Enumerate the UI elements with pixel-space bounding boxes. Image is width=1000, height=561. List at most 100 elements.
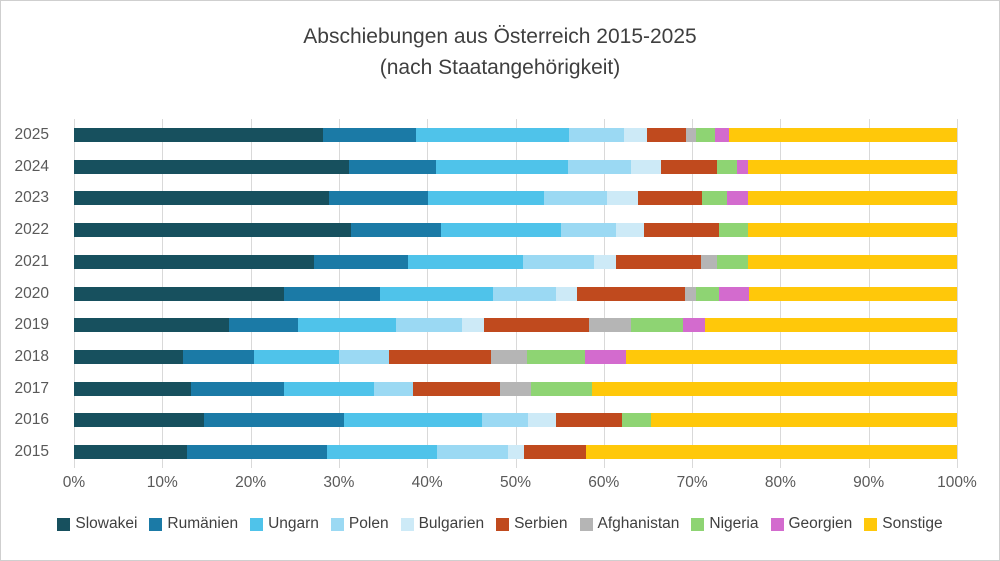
bar-segment-sonstige (705, 318, 957, 333)
bar-segment-sonstige (747, 254, 957, 269)
bar-segment-bulgarien (607, 191, 639, 206)
bar-segment-afghanistan (490, 350, 527, 364)
bar-track-2015 (74, 445, 957, 460)
bar-rows: 2025 2024 2023 2022 2021 2020 2019 2018 2017 2016… (1, 119, 957, 468)
bar-track-2016 (74, 413, 957, 428)
legend-item-afghanistan: Afghanistan (579, 515, 680, 533)
bar-segment-rumanien (284, 286, 380, 301)
bar-segment-serbien (413, 381, 500, 396)
bar-segment-rumanien (314, 254, 408, 269)
bar-segment-ungarn (436, 159, 568, 174)
legend-item-ungarn: Ungarn (250, 515, 319, 533)
bar-segment-afghanistan (499, 381, 532, 396)
bar-segment-georgien (683, 318, 706, 333)
bar-segment-nigeria (719, 223, 748, 238)
bar-segment-bulgarien (594, 254, 617, 269)
bar-segment-polen (567, 159, 632, 174)
legend-label-afghanistan: Afghanistan (597, 515, 680, 532)
bar-segment-georgien (715, 127, 730, 142)
y-axis-label-2018: 2018 (14, 348, 49, 365)
bar-segment-polen (493, 286, 557, 301)
legend-label-bulgarien: Bulgarien (418, 515, 485, 532)
y-axis-label-2021: 2021 (14, 252, 49, 270)
bar-segment-nigeria (701, 191, 728, 206)
bar-segment-nigeria (526, 350, 586, 364)
bar-segment-nigeria (696, 127, 715, 142)
bar-segment-serbien (643, 223, 720, 238)
bar-segment-ungarn (441, 223, 561, 238)
chart-title: Abschiebungen aus Österreich 2015-2025 (… (1, 21, 999, 83)
bar-segment-ungarn (407, 254, 524, 269)
legend-label-serbien: Serbien (514, 515, 568, 532)
bar-segment-serbien (577, 286, 685, 301)
bar-segment-serbien (524, 445, 587, 460)
legend-swatch-bulgarien (400, 517, 414, 531)
x-axis-tick-90pct: 90% (853, 474, 885, 491)
legend-item-polen: Polen (330, 515, 389, 533)
legend-item-georgien: Georgien (770, 515, 852, 533)
bar-segment-sonstige (747, 223, 957, 238)
bar-row-2016: 2016 (1, 405, 957, 437)
legend-label-polen: Polen (348, 515, 389, 532)
bar-segment-slowakei (74, 254, 315, 269)
bar-segment-sonstige (625, 350, 957, 364)
bar-segment-rumanien (203, 413, 345, 428)
x-axis-tick-10pct: 10% (146, 474, 178, 491)
legend-swatch-polen (330, 517, 344, 531)
legend-swatch-sonstige (864, 517, 878, 531)
bar-segment-polen (436, 445, 508, 460)
bar-segment-polen (374, 381, 414, 396)
bar-segment-polen (560, 223, 617, 238)
y-axis-label-2025: 2025 (14, 125, 49, 143)
bar-segment-georgien (585, 350, 626, 364)
bar-segment-nigeria (716, 159, 738, 174)
bar-segment-bulgarien (631, 159, 662, 174)
bar-segment-serbien (647, 127, 686, 142)
bar-track-2023 (74, 191, 957, 206)
x-axis-tick-60pct: 60% (588, 474, 620, 491)
legend-swatch-serbien (496, 517, 510, 531)
bar-segment-nigeria (695, 286, 720, 301)
bar-track-2025 (74, 127, 957, 142)
x-axis-tick-20pct: 20% (235, 474, 267, 491)
legend-item-slowakei: Slowakei (57, 515, 137, 533)
bar-segment-slowakei (74, 381, 191, 396)
bar-segment-sonstige (592, 381, 957, 396)
bar-segment-sonstige (586, 445, 957, 460)
legend-item-rumanien: Rumänien (149, 515, 238, 533)
y-axis-label-2017: 2017 (14, 379, 49, 397)
bar-row-2015: 2015 (1, 436, 957, 468)
bar-segment-bulgarien (507, 445, 525, 460)
bar-row-2023: 2023 (1, 182, 957, 214)
bar-segment-slowakei (74, 286, 285, 301)
bar-segment-ungarn (254, 350, 339, 364)
bar-segment-ungarn (379, 286, 494, 301)
bar-segment-sonstige (651, 413, 957, 428)
bar-segment-slowakei (74, 318, 230, 333)
legend-label-rumanien: Rumänien (167, 515, 239, 532)
bar-segment-polen (481, 413, 528, 428)
bar-track-2022 (74, 223, 957, 238)
bar-segment-rumanien (351, 223, 442, 238)
y-axis-label-2016: 2016 (14, 411, 49, 429)
bar-segment-afghanistan (685, 127, 697, 142)
legend-label-ungarn: Ungarn (268, 515, 319, 532)
bar-segment-georgien (737, 159, 748, 174)
legend-swatch-ungarn (250, 517, 264, 531)
x-axis-tick-0pct: 0% (62, 474, 86, 491)
y-axis-label-2022: 2022 (14, 221, 49, 239)
bar-segment-slowakei (74, 413, 204, 428)
bar-segment-slowakei (74, 350, 183, 364)
bar-row-2025: 2025 (1, 119, 957, 151)
bar-track-2017 (74, 381, 957, 396)
bar-segment-nigeria (531, 381, 593, 396)
bar-segment-rumanien (329, 191, 429, 206)
legend-swatch-nigeria (691, 517, 705, 531)
bar-segment-serbien (638, 191, 702, 206)
chart-title-line1: Abschiebungen aus Österreich 2015-2025 (303, 25, 697, 48)
bar-segment-polen (338, 350, 390, 364)
bar-segment-rumanien (229, 318, 299, 333)
bar-segment-bulgarien (527, 413, 557, 428)
bar-segment-nigeria (622, 413, 652, 428)
bar-segment-ungarn (344, 413, 482, 428)
